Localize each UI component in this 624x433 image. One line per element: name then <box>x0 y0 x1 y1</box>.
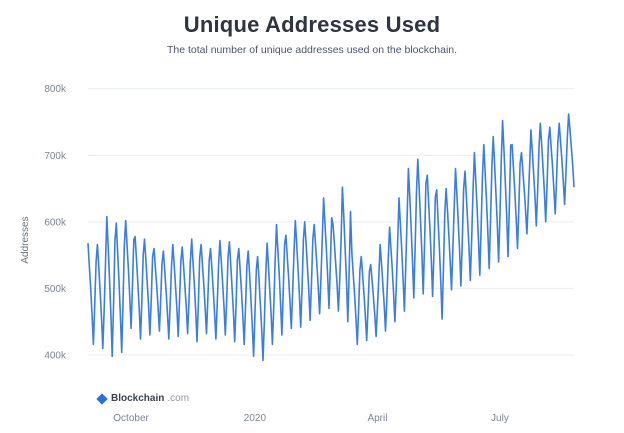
blockchain-logo-icon <box>96 392 108 405</box>
x-tick-label: April <box>367 413 387 424</box>
chart-subtitle: The total number of unique addresses use… <box>166 44 458 56</box>
y-tick-label: 400k <box>44 351 67 362</box>
brand-tld: .com <box>167 393 190 404</box>
y-tick-label: 500k <box>44 284 67 295</box>
chart-title: Unique Addresses Used <box>183 12 441 37</box>
x-tick-labels: October 2020 April July <box>113 413 509 424</box>
series-line[interactable] <box>87 113 575 362</box>
brand-watermark: Blockchain .com <box>96 392 190 405</box>
y-tick-label: 600k <box>44 217 67 228</box>
y-tick-label: 800k <box>44 84 67 95</box>
y-tick-label: 700k <box>44 151 67 162</box>
y-axis-label: Addresses <box>20 216 31 263</box>
x-tick-label: July <box>491 413 509 424</box>
y-tick-labels: 400k 500k 600k 700k 800k <box>44 84 67 361</box>
x-tick-label: October <box>113 413 149 424</box>
x-tick-label: 2020 <box>244 413 267 424</box>
brand-name: Blockchain <box>111 393 165 404</box>
